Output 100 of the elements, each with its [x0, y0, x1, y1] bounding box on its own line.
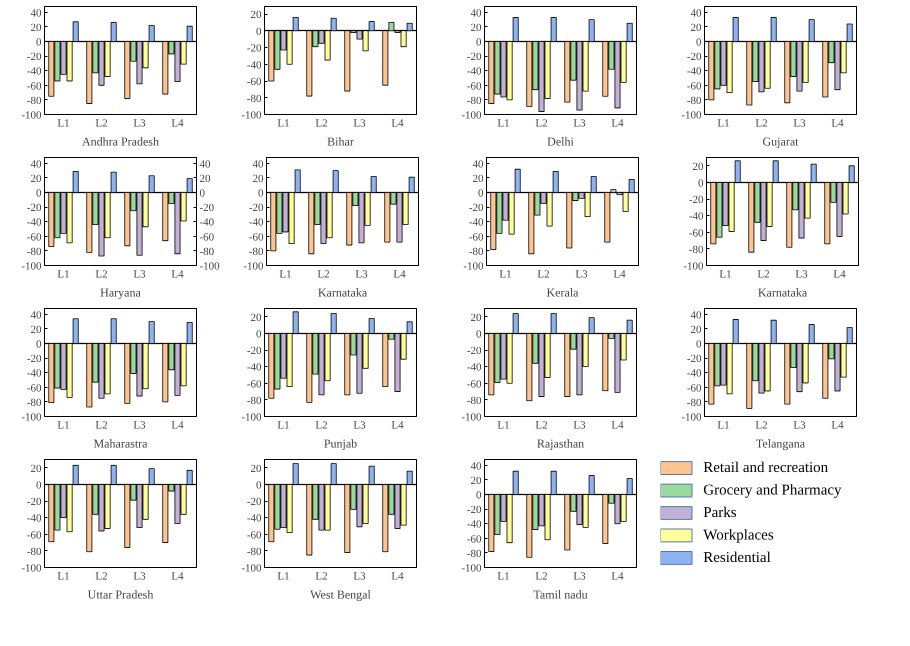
legend-label: Residential [703, 550, 771, 566]
x-tick-label: L2 [315, 118, 328, 130]
y-tick-label: 20 [472, 172, 484, 185]
y-tick-label: -20 [246, 496, 262, 508]
y-tick-label: 0 [36, 36, 42, 49]
y-tick-label: -20 [466, 504, 482, 516]
y-tick-label: 20 [692, 160, 704, 173]
x-tick-label: L1 [277, 118, 290, 130]
x-tick-label: L1 [717, 420, 730, 432]
y-tick-label: 40 [690, 7, 702, 20]
y-tick-label: -60 [686, 382, 702, 394]
x-tick-label: L2 [95, 420, 108, 432]
y-tick-label: 20 [30, 22, 42, 34]
y-tick-label: -40 [466, 518, 482, 531]
y-tick-label: 20 [690, 324, 702, 336]
y-tick-label: -60 [468, 231, 484, 244]
x-tick-label: L4 [611, 570, 624, 582]
y-tick-label: 20 [470, 312, 482, 324]
y-tick-label: -100 [243, 260, 264, 272]
x-tick-label: L1 [277, 570, 290, 582]
x-tick-label: L1 [57, 268, 70, 280]
y-tick-label: -20 [466, 51, 482, 64]
y-tick-label: -20 [686, 353, 702, 366]
y2-tick-label: -60 [200, 231, 215, 244]
y-tick-label: -80 [466, 94, 482, 107]
x-tick-label: L4 [171, 268, 184, 280]
x-tick-label: L2 [537, 268, 550, 280]
y2-tick-label: 20 [200, 172, 211, 185]
x-tick-label: L3 [133, 118, 146, 130]
y-tick-label: -20 [246, 345, 262, 358]
x-axis-title: Tamil nadu [533, 588, 588, 602]
y-tick-label: -40 [686, 66, 702, 78]
y-tick-label: 0 [256, 26, 262, 38]
y-tick-label: -60 [248, 231, 264, 244]
y-tick-label: -20 [686, 51, 702, 64]
y-tick-label: -80 [26, 546, 42, 558]
x-tick-label: L4 [831, 420, 844, 432]
y-tick-label: -100 [21, 562, 42, 574]
y-tick-label: -100 [461, 110, 482, 122]
y-tick-label: -60 [246, 529, 262, 542]
y-tick-label: -20 [26, 51, 42, 64]
x-tick-label: L2 [95, 268, 108, 280]
x-axis-title: Gujarat [762, 134, 800, 148]
y-tick-label: -80 [688, 244, 704, 256]
y-tick-label: 0 [696, 36, 702, 49]
y2-tick-label: 0 [200, 188, 206, 200]
y-tick-label: -80 [686, 396, 702, 409]
y-tick-label: -40 [26, 368, 42, 380]
legend-label: Retail and recreation [703, 460, 829, 476]
x-tick-label: L2 [315, 420, 328, 432]
x-tick-label: L3 [793, 118, 806, 130]
x-axis-title: Karnataka [758, 286, 808, 300]
y-tick-label: -40 [246, 59, 262, 72]
y-tick-label: 40 [470, 460, 482, 472]
y-tick-label: 40 [30, 158, 42, 170]
x-tick-label: L1 [497, 420, 510, 432]
y-tick-label: -20 [688, 194, 704, 206]
x-axis-title: Maharastra [94, 436, 148, 450]
x-axis-title: Punjab [324, 436, 358, 450]
x-tick-label: L1 [499, 268, 512, 280]
y-tick-label: -100 [21, 412, 42, 424]
x-tick-label: L2 [535, 570, 548, 582]
y-tick-label: -80 [246, 394, 262, 407]
y-tick-label: -60 [26, 529, 42, 542]
y2-tick-label: -40 [200, 216, 215, 229]
x-tick-label: L4 [613, 268, 626, 280]
x-tick-label: L4 [391, 118, 404, 130]
y-tick-label: -100 [241, 412, 262, 424]
y-tick-label: -60 [466, 378, 482, 390]
x-tick-label: L4 [391, 570, 404, 582]
x-tick-label: L4 [611, 118, 624, 130]
y-tick-label: -20 [248, 202, 264, 214]
x-axis-title: Uttar Pradesh [88, 588, 154, 602]
y-tick-label: 0 [36, 479, 42, 492]
y-tick-label: -100 [681, 110, 702, 122]
x-tick-label: L4 [171, 570, 184, 582]
y-tick-label: -100 [461, 412, 482, 424]
y-tick-label: -40 [688, 210, 704, 223]
y-tick-label: 0 [258, 188, 264, 200]
y-tick-label: -100 [463, 260, 484, 272]
y-tick-label: 20 [250, 462, 262, 475]
x-tick-label: L3 [795, 268, 808, 280]
y-tick-label: -60 [688, 227, 704, 240]
x-tick-label: L3 [133, 268, 146, 280]
x-tick-label: L4 [833, 268, 846, 280]
y-tick-label: -40 [26, 512, 42, 525]
y-tick-label: -80 [466, 548, 482, 560]
y-tick-label: 40 [690, 309, 702, 322]
y-tick-label: 0 [256, 479, 262, 492]
x-tick-label: L3 [353, 420, 366, 432]
legend-label: Grocery and Pharmacy [703, 482, 842, 499]
x-tick-label: L2 [755, 118, 768, 130]
x-axis-title: Rajasthan [536, 436, 584, 450]
y-tick-label: 40 [252, 158, 264, 170]
y-tick-label: -40 [466, 66, 482, 78]
y-tick-label: -80 [26, 246, 42, 258]
x-tick-label: L1 [279, 268, 292, 280]
y-tick-label: 20 [30, 462, 42, 475]
y-tick-label: -80 [248, 246, 264, 258]
x-tick-label: L1 [497, 570, 510, 582]
